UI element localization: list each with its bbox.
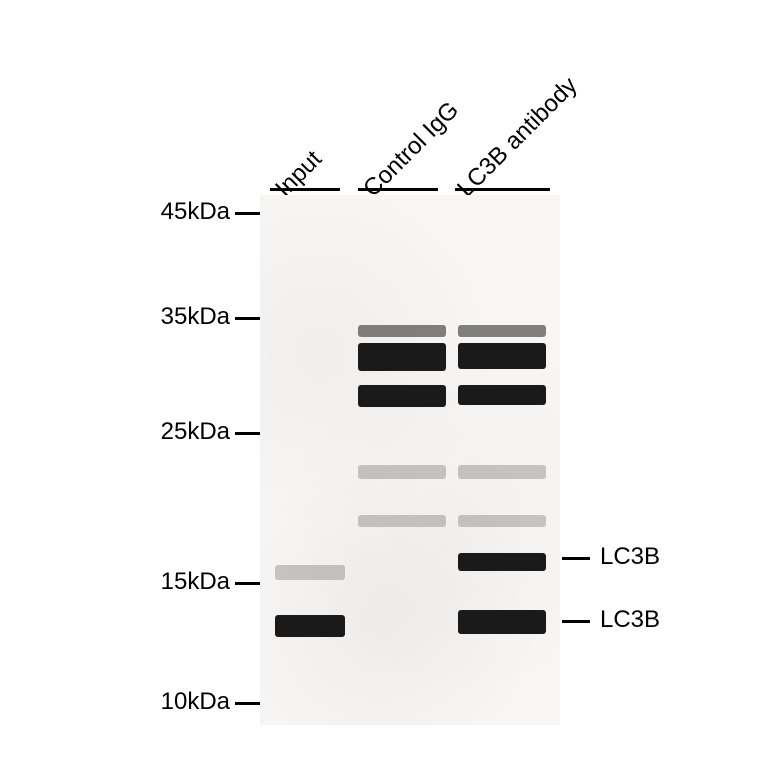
blot-band <box>458 385 546 405</box>
band-label-text: LC3B <box>600 543 660 570</box>
mw-text: 45kDa <box>161 198 230 225</box>
mw-label-25: 25kDa <box>140 418 230 446</box>
blot-membrane <box>260 195 560 725</box>
blot-band <box>458 465 546 479</box>
blot-band <box>358 515 446 527</box>
mw-tick <box>235 317 260 320</box>
blot-band <box>458 515 546 527</box>
band-label-text: LC3B <box>600 606 660 633</box>
band-label-lc3b-lower: LC3B <box>600 606 660 634</box>
lane-label-text: Control IgG <box>358 96 464 202</box>
blot-band <box>458 343 546 369</box>
band-label-lc3b-upper: LC3B <box>600 543 660 571</box>
mw-tick <box>235 212 260 215</box>
mw-label-35: 35kDa <box>140 303 230 331</box>
mw-label-10: 10kDa <box>140 688 230 716</box>
lane-label-text: LC3B antibody <box>452 72 582 202</box>
blot-band <box>458 553 546 571</box>
mw-text: 25kDa <box>161 418 230 445</box>
mw-tick <box>235 702 260 705</box>
blot-band <box>275 565 345 580</box>
mw-tick <box>235 432 260 435</box>
mw-label-45: 45kDa <box>140 198 230 226</box>
blot-band <box>275 615 345 637</box>
mw-tick <box>235 582 260 585</box>
blot-background-noise <box>260 195 560 725</box>
mw-label-15: 15kDa <box>140 568 230 596</box>
mw-text: 35kDa <box>161 303 230 330</box>
lane-underline <box>455 188 550 191</box>
lane-label-control: Control IgG <box>358 96 465 203</box>
lane-underline <box>270 188 340 191</box>
blot-band <box>458 325 546 337</box>
blot-band <box>358 325 446 337</box>
lane-underline <box>358 188 438 191</box>
blot-band <box>458 610 546 634</box>
blot-band <box>358 385 446 407</box>
western-blot-figure: Input Control IgG LC3B antibody 45kDa 35… <box>0 0 764 764</box>
lane-label-lc3b: LC3B antibody <box>452 72 583 203</box>
mw-text: 15kDa <box>161 568 230 595</box>
band-tick <box>562 620 590 623</box>
blot-band <box>358 343 446 371</box>
mw-text: 10kDa <box>161 688 230 715</box>
band-tick <box>562 557 590 560</box>
lane-label-text: Input <box>270 145 327 202</box>
blot-band <box>358 465 446 479</box>
